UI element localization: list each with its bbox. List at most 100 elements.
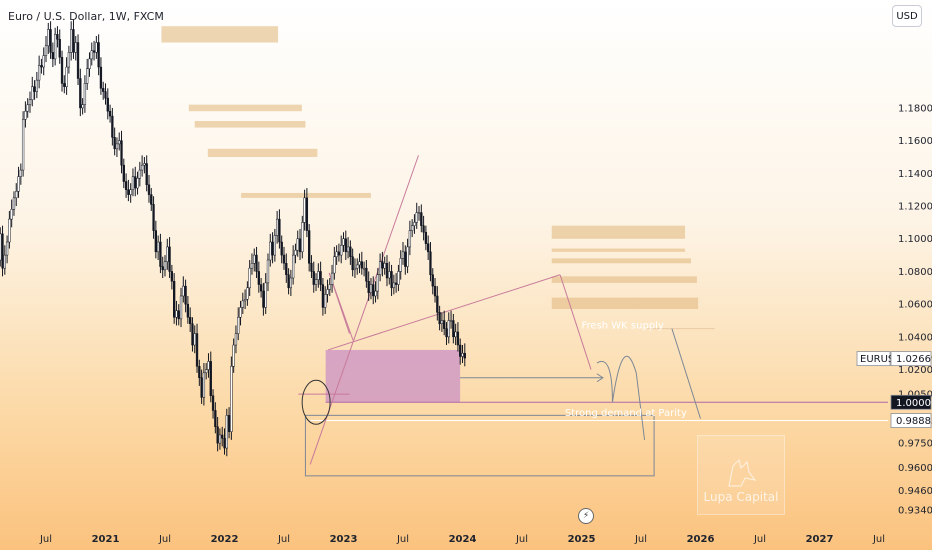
candle-body <box>452 320 455 338</box>
candle <box>191 317 194 352</box>
candle <box>310 255 313 278</box>
candle <box>51 42 55 68</box>
candle-body <box>49 29 52 53</box>
candle-body <box>257 271 260 285</box>
candle <box>305 188 309 238</box>
candle <box>294 243 297 264</box>
candle <box>381 251 384 277</box>
candle <box>349 240 352 265</box>
candle-body <box>319 271 322 285</box>
trend-line <box>559 274 592 370</box>
x-tick-label: 2024 <box>449 534 477 545</box>
candle-body <box>408 230 412 248</box>
candle-body <box>248 267 251 289</box>
candle-body <box>33 86 36 92</box>
candle-body <box>239 307 242 318</box>
candle-body <box>21 119 25 171</box>
candle <box>161 256 164 278</box>
candle-body <box>285 263 288 275</box>
candle <box>388 261 391 285</box>
candle-body <box>173 281 176 318</box>
candle-body <box>461 352 464 357</box>
highlight-circle <box>301 379 331 425</box>
candle <box>367 271 370 301</box>
candle-body <box>456 331 460 346</box>
candle-body <box>10 209 13 220</box>
candle <box>317 263 320 288</box>
candle <box>273 228 276 262</box>
candle <box>202 363 206 406</box>
candle-body <box>376 274 379 292</box>
candle-body <box>216 426 219 444</box>
demand-zone <box>325 349 461 403</box>
candle-body <box>138 169 141 179</box>
candle <box>443 310 446 336</box>
candle-body <box>145 163 148 186</box>
candle-body <box>356 264 359 269</box>
candle-body <box>37 65 41 81</box>
y-tick-label: 0.93400 <box>898 506 932 517</box>
candle-body <box>51 52 55 60</box>
candle-body <box>422 225 425 233</box>
candle <box>333 246 336 280</box>
candle <box>314 273 318 292</box>
candle <box>230 356 233 440</box>
candle <box>420 204 423 233</box>
candle <box>42 47 45 76</box>
candle-body <box>166 246 169 262</box>
candle-body <box>266 259 270 284</box>
candle-body <box>97 42 100 68</box>
candle-body <box>374 290 377 297</box>
candle-body <box>31 86 34 101</box>
candle-body <box>397 271 400 285</box>
candle <box>399 250 402 280</box>
candle <box>232 338 235 373</box>
candle <box>250 253 254 275</box>
candle-body <box>230 366 233 432</box>
candle-body <box>392 282 395 289</box>
supply-zone <box>241 192 371 198</box>
supply-zone <box>551 225 686 239</box>
candle <box>209 351 212 403</box>
candle <box>21 111 25 177</box>
candle <box>461 345 464 364</box>
candle <box>131 168 135 197</box>
supply-zone <box>207 148 318 157</box>
candle <box>422 215 425 241</box>
lightning-icon[interactable]: ⚡ <box>578 508 594 524</box>
y-tick-label: 1.16000 <box>898 136 932 147</box>
candle-body <box>1 233 4 269</box>
annotation-label: Strong demand at Parity <box>565 408 687 419</box>
candle <box>394 273 398 293</box>
candle-body <box>449 320 453 322</box>
candle-body <box>378 261 382 275</box>
candle-body <box>372 284 375 297</box>
candle-body <box>429 251 432 275</box>
currency-button[interactable]: USD <box>892 5 922 27</box>
candle <box>49 21 52 59</box>
candle <box>152 196 155 239</box>
candle-body <box>3 254 6 269</box>
candle <box>246 281 249 306</box>
candle-body <box>314 279 318 285</box>
candle <box>8 210 11 249</box>
candle-body <box>44 45 48 56</box>
candle-body <box>385 263 389 279</box>
price-tag <box>890 413 932 428</box>
candle-body <box>255 254 258 272</box>
candle <box>60 50 64 92</box>
candle <box>362 261 366 277</box>
candle-body <box>186 303 190 318</box>
candle <box>404 245 407 275</box>
range-box <box>304 414 655 477</box>
candle-body <box>179 295 183 320</box>
candle <box>413 214 416 234</box>
candle <box>83 75 87 113</box>
candle <box>186 295 190 324</box>
candle-body <box>335 251 338 257</box>
candle-body <box>147 184 151 195</box>
candle <box>173 273 176 324</box>
candle <box>40 58 43 74</box>
candle-body <box>191 323 194 346</box>
